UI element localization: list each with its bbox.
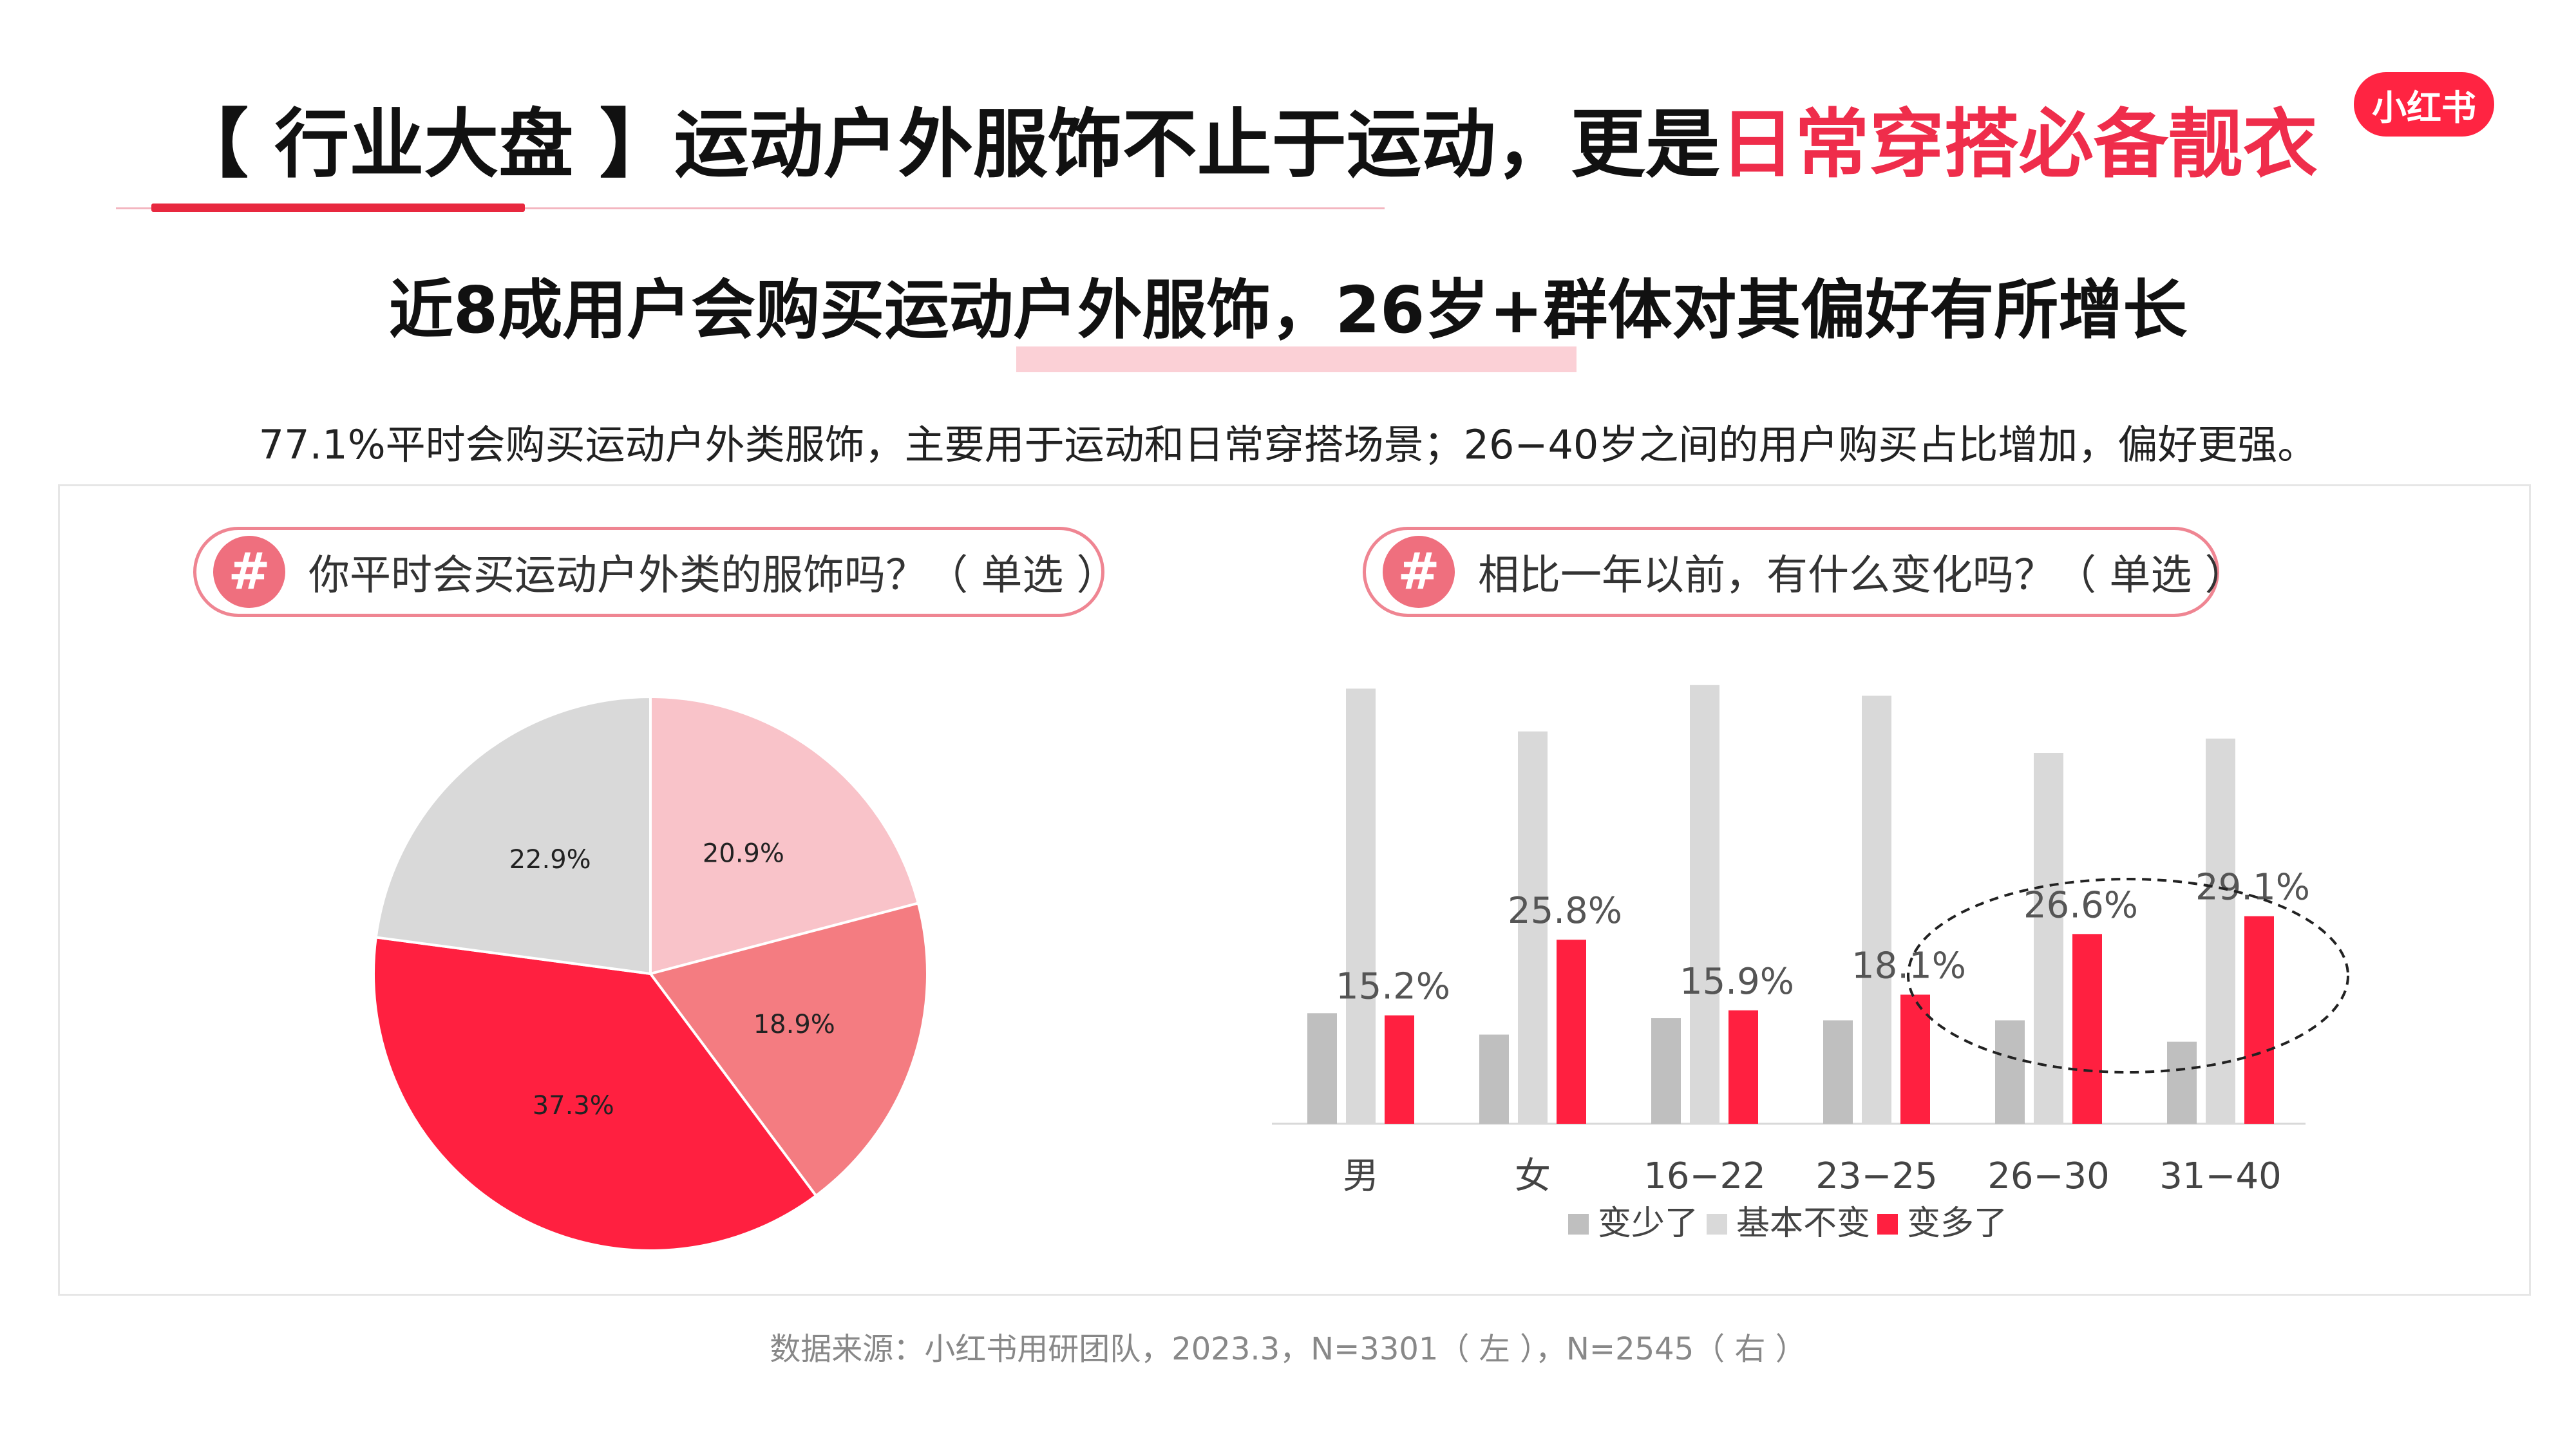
title-accent: 日常穿搭必备靓衣 — [1719, 101, 2318, 188]
category-label: 16−22 — [1643, 1155, 1765, 1197]
bar — [2034, 753, 2063, 1124]
category-label: 31−40 — [2159, 1155, 2281, 1197]
subtitle: 近8成用户会购买运动户外服饰，26岁+群体对其偏好有所增长 — [388, 272, 2188, 348]
bar — [1307, 1013, 1337, 1124]
bar — [1995, 1020, 2025, 1124]
pie-slice — [648, 902, 929, 1198]
pie-chart: 20.9% 18.9% 37.3% 22.9% — [372, 695, 929, 1252]
title-underline — [116, 207, 1385, 209]
pie-slice-label: 22.9% — [509, 845, 591, 875]
bar — [1900, 994, 1930, 1124]
chart-panel — [58, 484, 2531, 1296]
bar — [1862, 696, 1891, 1124]
pie-slice-label: 37.3% — [533, 1091, 614, 1121]
bar-data-label: 26.6% — [2023, 884, 2138, 926]
highlight-ellipse — [1907, 878, 2349, 1074]
bar — [1690, 685, 1719, 1124]
pie-slice — [649, 695, 920, 976]
question-pill-right: # 相比一年以前，有什么变化吗？（ 单选 ） — [1363, 527, 2246, 617]
bar — [2206, 738, 2235, 1124]
bar — [1479, 1034, 1509, 1124]
legend-swatch — [1877, 1214, 1898, 1235]
pie-slice-label: 20.9% — [703, 839, 784, 869]
legend-swatch — [1707, 1214, 1727, 1235]
pie-slice-label: 18.9% — [753, 1010, 835, 1039]
bar — [1385, 1015, 1414, 1124]
bar — [1651, 1018, 1681, 1124]
bar-data-label: 25.8% — [1508, 890, 1622, 932]
pie-slice — [372, 936, 818, 1252]
bar — [2244, 916, 2274, 1124]
legend-label: 变多了 — [1907, 1204, 2007, 1243]
bar — [2072, 934, 2102, 1124]
legend-label: 变少了 — [1598, 1204, 1698, 1243]
pie-slice — [374, 695, 652, 976]
bar — [2167, 1041, 2197, 1124]
category-label: 女 — [1515, 1155, 1551, 1197]
bar — [1557, 940, 1586, 1124]
bar-data-label: 15.2% — [1336, 966, 1450, 1008]
hash-icon: # — [213, 536, 285, 608]
question-text-right: 相比一年以前，有什么变化吗？（ 单选 ） — [1478, 552, 2246, 600]
category-label: 23−25 — [1815, 1155, 1937, 1197]
data-source: 数据来源：小红书用研团队，2023.3，N=3301（ 左 ），N=2545（ … — [770, 1331, 1806, 1367]
bar — [1728, 1010, 1758, 1124]
bar-data-label: 15.9% — [1680, 961, 1794, 1003]
hash-icon: # — [1383, 536, 1455, 608]
description: 77.1%平时会购买运动户外类服饰，主要用于运动和日常穿搭场景；26−40岁之间… — [258, 421, 2318, 468]
legend-label: 基本不变 — [1736, 1204, 1870, 1243]
bar — [1518, 731, 1548, 1124]
bar — [1823, 1020, 1853, 1124]
subtitle-highlight — [1016, 346, 1577, 372]
page-title: 【 行业大盘 】运动户外服饰不止于运动，更是日常穿搭必备靓衣 — [174, 84, 2318, 192]
title-underline-accent — [151, 204, 525, 212]
xiaohongshu-logo: 小红书 — [2354, 72, 2494, 137]
bar — [1346, 688, 1376, 1124]
title-main: 【 行业大盘 】运动户外服饰不止于运动，更是 — [174, 101, 1720, 188]
category-label: 26−30 — [1987, 1155, 2109, 1197]
bar-data-label: 29.1% — [2195, 867, 2310, 909]
category-label: 男 — [1343, 1155, 1379, 1197]
legend-swatch — [1568, 1214, 1589, 1235]
question-pill-left: # 你平时会买运动户外类的服饰吗？（ 单选 ） — [193, 527, 1118, 617]
question-text-left: 你平时会买运动户外类的服饰吗？（ 单选 ） — [308, 552, 1118, 600]
